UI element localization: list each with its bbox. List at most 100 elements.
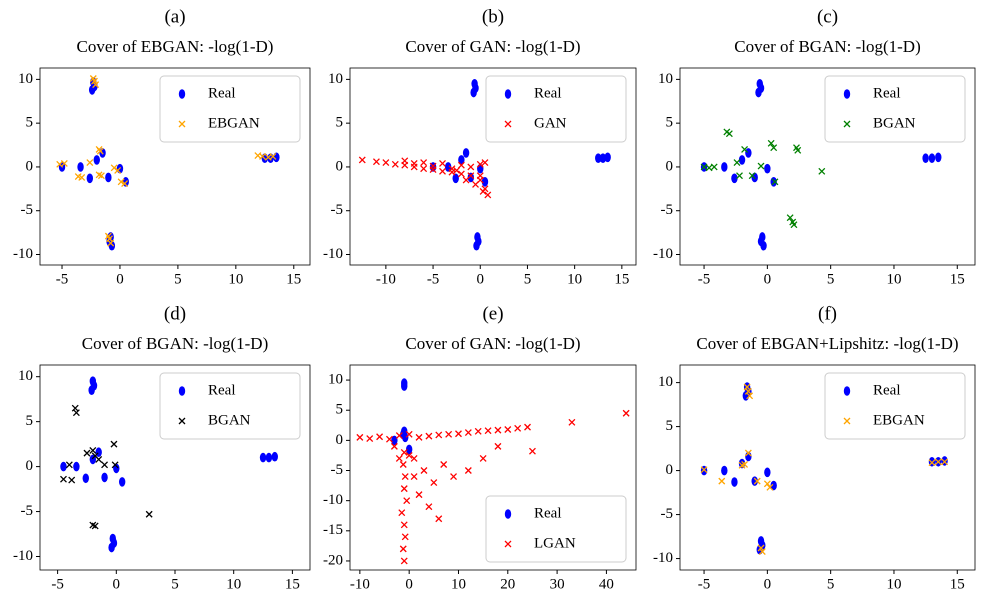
y-tick-label: 10 [658,374,673,390]
point [721,465,728,476]
point [771,178,779,186]
point [751,476,758,486]
x-tick-label: 5 [174,271,182,287]
y-tick-label: 5 [26,413,34,429]
y-tick-label: -10 [653,550,673,566]
point [86,159,94,167]
point [254,152,262,160]
point [731,173,738,184]
point [401,381,408,391]
panel-label: (b) [482,6,504,27]
x-tick-label: 40 [599,576,614,591]
legend-box [159,75,301,143]
y-tick-label: 10 [328,372,343,388]
y-tick-label: -10 [653,246,673,262]
x-tick-label: 0 [477,271,485,287]
point [95,447,102,458]
point [77,162,84,172]
point [372,158,380,166]
chart-title: Cover of BGAN: -log(1-D) [82,334,269,353]
point [401,533,409,541]
point [400,557,408,565]
point [472,180,479,188]
x-tick-label: -5 [698,576,711,591]
point [479,454,487,462]
point [403,497,411,505]
point [725,130,733,138]
chart-title: Cover of BGAN: -log(1-D) [734,37,921,56]
point [738,155,746,165]
point [922,153,929,163]
point [766,483,774,491]
point [764,163,771,174]
x-tick-label: 20 [500,576,515,591]
point [420,159,428,167]
legend-box [485,495,627,563]
point [757,162,765,170]
x-tick-label: -5 [698,271,711,287]
point [455,430,462,438]
point [117,178,125,186]
point [504,426,512,433]
point [400,485,408,493]
point [462,176,470,184]
point [366,435,374,443]
y-tick-label: 0 [336,432,344,448]
panel-label: (c) [817,6,838,27]
point [82,473,89,484]
point [405,430,413,438]
point [110,440,118,448]
legend-marker [178,386,186,396]
x-tick-label: 0 [116,271,124,287]
x-tick-label: 15 [285,576,300,591]
point [763,480,771,488]
x-tick-label: 30 [550,576,565,591]
point [435,515,443,523]
point [390,442,398,450]
point [435,431,443,439]
point [470,87,477,98]
x-tick-label: 5 [524,271,532,287]
point [399,545,407,553]
x-tick-label: 0 [405,576,413,591]
subplot: (c) Cover of BGAN: -log(1-D) -5 0 5 10 15 -10 -5… [653,6,976,287]
point [356,433,364,441]
x-tick-label: -10 [350,576,370,591]
point [78,173,86,181]
x-tick-label: 10 [886,271,901,287]
legend-marker [843,386,851,396]
point [145,510,153,518]
point [88,85,96,95]
chart-title: Cover of GAN: -log(1-D) [405,37,580,56]
x-tick-label: -5 [427,271,440,287]
point [568,418,576,426]
legend-marker [843,120,851,128]
y-tick-label: -10 [13,548,33,564]
point [89,446,97,454]
point [410,454,418,462]
x-tick-label: 5 [171,576,179,591]
point [95,171,103,179]
point [385,435,393,443]
point [415,491,423,499]
point [121,180,129,188]
point [473,240,480,251]
point [358,156,366,164]
point [395,454,403,462]
point [111,461,119,469]
point [405,444,413,455]
x-tick-label: 0 [764,576,772,591]
point [718,477,726,485]
point [114,166,122,174]
point [86,173,94,184]
point [928,153,936,163]
point [448,165,456,173]
y-tick-label: 10 [18,71,33,87]
point [622,409,630,417]
legend-box [824,75,966,143]
legend-label: BGAN [208,412,251,428]
plot-frame [679,364,976,571]
point [101,461,109,469]
point [464,429,472,436]
